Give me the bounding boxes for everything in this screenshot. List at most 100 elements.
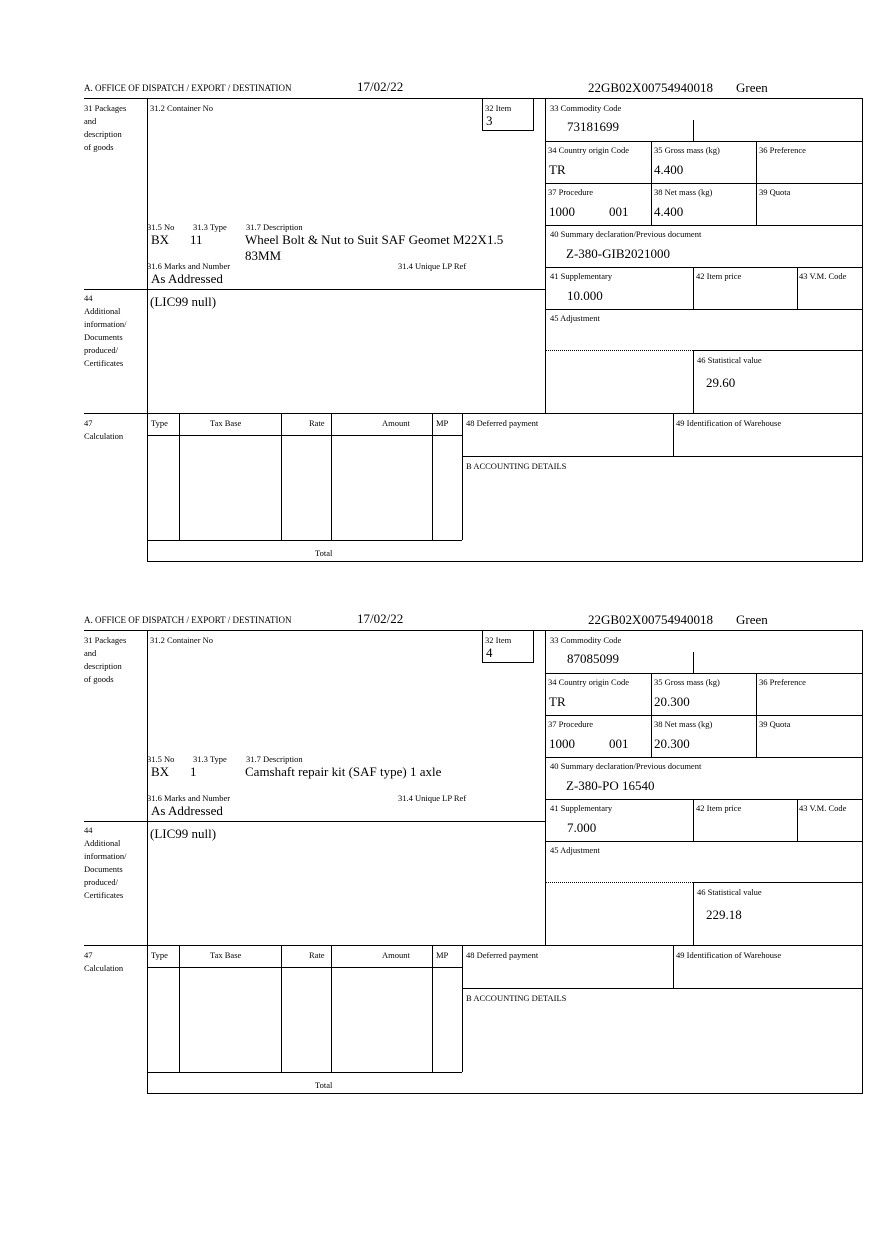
field-31-label: description (84, 129, 122, 139)
field-45-label: 45 Adjustment (550, 845, 600, 855)
field-44-label: information/ (84, 319, 127, 329)
field-44-label: Documents (84, 332, 123, 342)
field-31-6-label: 31.6 Marks and Number (147, 261, 231, 271)
previous-document: Z-380-GIB2021000 (566, 246, 670, 261)
commodity-code: 73181699 (567, 119, 619, 134)
rule (673, 413, 674, 456)
field-44-label: 44 (84, 293, 93, 303)
item-number: 4 (486, 645, 493, 660)
statistical-value: 229.18 (706, 907, 742, 922)
rule (462, 456, 862, 457)
calc-column-header: Type (151, 950, 168, 960)
rule (84, 821, 545, 822)
rule (545, 309, 862, 310)
field-40-label: 40 Summary declaration/Previous document (550, 761, 702, 771)
rule (432, 413, 433, 540)
field-38-label: 38 Net mass (kg) (654, 719, 713, 729)
rule (693, 267, 694, 309)
reference-number: 22GB02X00754940018 (588, 80, 713, 95)
rule (693, 799, 694, 841)
commodity-code: 87085099 (567, 651, 619, 666)
rule (545, 841, 862, 842)
gross-mass: 20.300 (654, 694, 690, 709)
accounting-details-label: B ACCOUNTING DETAILS (466, 461, 567, 471)
field-44-label: Additional (84, 838, 121, 848)
rule (462, 988, 862, 989)
rule (432, 945, 433, 1072)
goods-description: Wheel Bolt & Nut to Suit SAF Geomet M22X… (245, 232, 504, 247)
field-35-label: 35 Gross mass (kg) (654, 677, 720, 687)
rule (693, 120, 694, 141)
rule (545, 757, 862, 758)
rule (545, 225, 862, 226)
calc-total-label: Total (315, 548, 333, 558)
goods-description-line2: 83MM (245, 248, 282, 263)
field-38-label: 38 Net mass (kg) (654, 187, 713, 197)
field-44-label: Certificates (84, 358, 124, 368)
field-37-label: 37 Procedure (548, 719, 594, 729)
net-mass: 4.400 (654, 204, 684, 219)
field-44-label: produced/ (84, 345, 118, 355)
rule (545, 183, 862, 184)
field-31-label: 31 Packages (84, 103, 127, 113)
field-31-4-label: 31.4 Unique LP Ref (398, 261, 467, 271)
field-47-label: 47 (84, 418, 93, 428)
previous-document: Z-380-PO 16540 (566, 778, 655, 793)
rule (281, 413, 282, 540)
declaration-item-block: A. OFFICE OF DISPATCH / EXPORT / DESTINA… (0, 610, 882, 1110)
rule (797, 267, 798, 309)
rule (84, 413, 862, 414)
gross-mass: 4.400 (654, 162, 684, 177)
field-47-label-2: Calculation (84, 963, 124, 973)
rule (147, 967, 462, 968)
package-type: 11 (190, 232, 203, 247)
supplementary-units: 7.000 (567, 820, 597, 835)
rule (545, 141, 862, 142)
field-31-5-label: 31.5 No (147, 754, 175, 764)
procedure-code: 1000 (549, 204, 575, 219)
field-43-label: 43 V.M. Code (799, 803, 847, 813)
rule (797, 799, 798, 841)
field-36-label: 36 Preference (759, 677, 806, 687)
calc-column-header: MP (436, 950, 449, 960)
route-colour: Green (736, 80, 768, 95)
field-47-label-2: Calculation (84, 431, 124, 441)
calc-column-header: Tax Base (210, 950, 242, 960)
rule (281, 945, 282, 1072)
field-31-2-label: 31.2 Container No (150, 103, 214, 113)
office-header: A. OFFICE OF DISPATCH / EXPORT / DESTINA… (84, 83, 292, 93)
calc-column-header: Tax Base (210, 418, 242, 428)
reference-number: 22GB02X00754940018 (588, 612, 713, 627)
calc-column-header: Amount (382, 950, 410, 960)
rule (693, 652, 694, 673)
field-46-label: 46 Statistical value (697, 355, 762, 365)
dotted-rule (545, 350, 546, 413)
additional-information: (LIC99 null) (150, 826, 217, 841)
calc-total-label: Total (315, 1080, 333, 1090)
field-34-label: 34 Country origin Code (548, 677, 629, 687)
net-mass: 20.300 (654, 736, 690, 751)
rule (147, 540, 462, 541)
rule (545, 267, 862, 268)
rule (462, 413, 463, 540)
item-box (482, 99, 534, 131)
country-origin: TR (549, 162, 566, 177)
field-31-3-label: 31.3 Type (193, 222, 227, 232)
field-39-label: 39 Quota (759, 187, 791, 197)
field-31-4-label: 31.4 Unique LP Ref (398, 793, 467, 803)
rule (545, 799, 862, 800)
calc-column-header: Type (151, 418, 168, 428)
package-number: BX (151, 232, 170, 247)
field-43-label: 43 V.M. Code (799, 271, 847, 281)
field-48-label: 48 Deferred payment (466, 950, 539, 960)
rule (693, 882, 694, 945)
goods-description: Camshaft repair kit (SAF type) 1 axle (245, 764, 442, 779)
procedure-additional: 001 (609, 736, 629, 751)
field-31-label: of goods (84, 674, 114, 684)
declaration-date: 17/02/22 (357, 611, 404, 626)
field-36-label: 36 Preference (759, 145, 806, 155)
rule (147, 435, 462, 436)
field-31-6-label: 31.6 Marks and Number (147, 793, 231, 803)
field-44-label: produced/ (84, 877, 118, 887)
form-frame (147, 630, 863, 1094)
